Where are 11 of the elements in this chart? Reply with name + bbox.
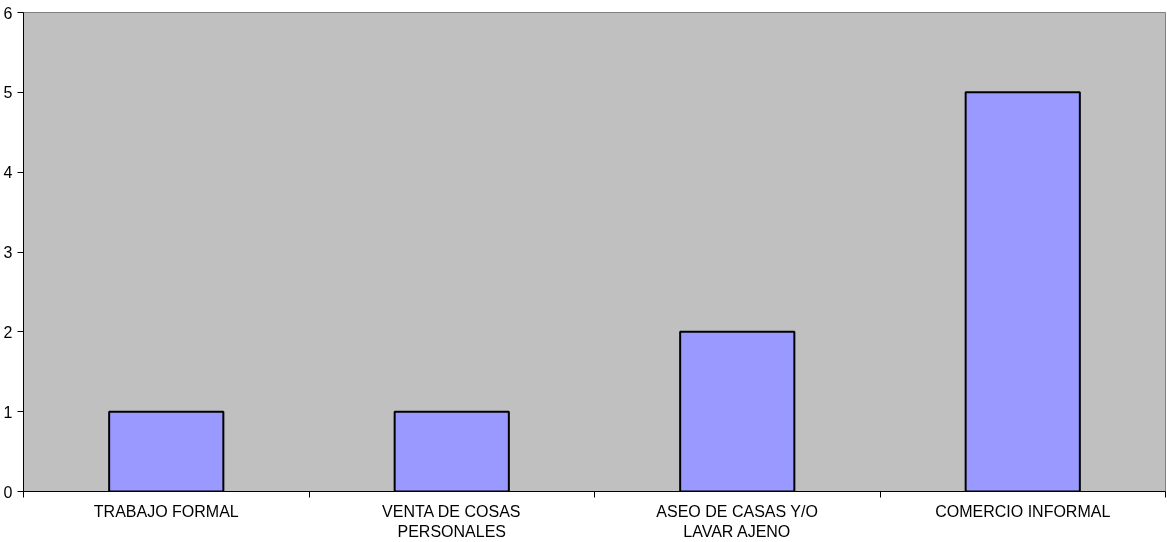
y-tick-label: 0 [3, 483, 13, 501]
y-tick-label: 4 [3, 164, 13, 182]
y-tick-label: 5 [3, 84, 13, 102]
x-tick-label: ASEO DE CASAS Y/O LAVAR AJENO [656, 502, 818, 540]
y-tick-label: 1 [3, 403, 13, 421]
y-tick-label: 6 [3, 4, 13, 22]
x-tick-label: TRABAJO FORMAL [93, 502, 239, 520]
x-tick-label: COMERCIO INFORMAL [935, 502, 1111, 520]
x-tick-label: VENTA DE COSAS PERSONALES [382, 502, 521, 540]
y-tick-label: 3 [3, 244, 13, 261]
y-tick-label: 2 [3, 323, 13, 341]
